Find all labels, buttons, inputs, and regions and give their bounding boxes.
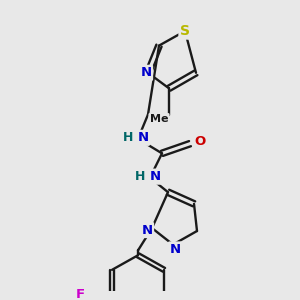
Text: N: N (149, 170, 161, 183)
Text: N: N (141, 224, 153, 236)
Text: H: H (135, 170, 145, 183)
Text: N: N (137, 131, 148, 144)
Text: S: S (180, 24, 190, 38)
Text: H: H (123, 131, 133, 144)
Text: O: O (194, 135, 206, 148)
Text: F: F (76, 288, 85, 300)
Text: Me: Me (150, 114, 168, 124)
Text: N: N (140, 66, 152, 79)
Text: N: N (169, 243, 181, 256)
